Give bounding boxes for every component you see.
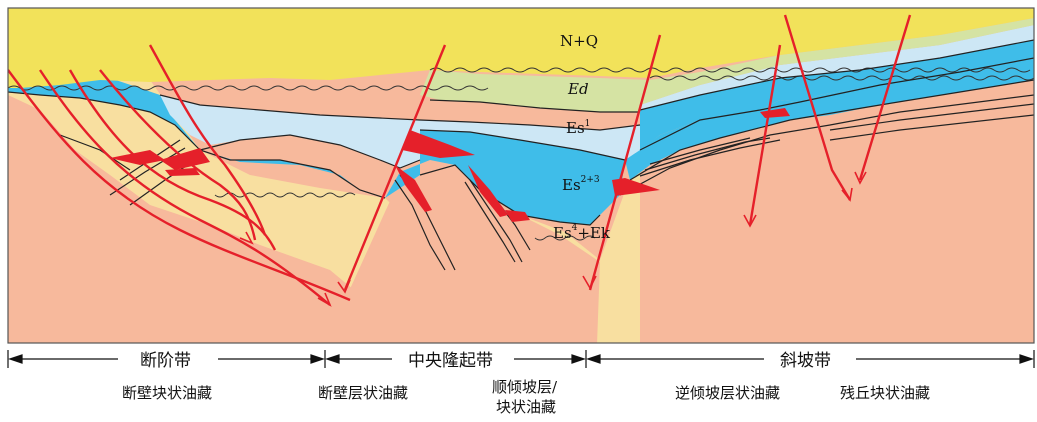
faults [8,14,912,306]
fault-9 [783,14,852,201]
es23-right [640,40,1034,150]
oil-reservoirs [110,108,790,222]
trap-label-2: 断壁层状油藏 [318,384,408,402]
fault-8 [748,44,782,226]
unconformity-right [649,75,1034,81]
unconformity-mid [429,67,1031,73]
trap-label-4: 逆倾坡层状油藏 [675,384,780,402]
fault-3 [68,69,277,251]
ed-right [640,18,1034,105]
fault-7 [588,34,662,291]
zone-fault-step: 断阶带 [140,351,191,371]
zone-central-uplift: 中央隆起带 [408,351,493,371]
zone-arrows [7,350,1035,368]
section-frame [7,7,1035,344]
unconformity-base-center [534,235,596,241]
label-nq: N+Q [560,32,598,50]
unconformity-base-left [214,192,356,198]
es23-right-lower [625,58,1034,180]
trap-label-3a: 顺倾坡层/ [492,378,558,396]
basement-lower-left [8,95,360,343]
fault-6 [343,44,447,291]
trap-label-5: 残丘块状油藏 [840,384,930,402]
fault-10 [858,14,912,181]
es1-right [640,25,1034,110]
nq-layer [8,8,1034,88]
unconformity-top [8,85,489,91]
zone-slope: 斜坡带 [780,351,831,371]
fault-4 [99,69,257,241]
fault-2 [39,69,331,306]
fault-arrows [239,171,867,307]
trap-label-3b: 块状油藏 [496,398,556,416]
es23-layer [8,70,625,225]
trap-label-1: 断壁块状油藏 [122,384,212,402]
label-ed: Ed [567,80,589,98]
es1-layer [160,95,640,168]
fault-1 [8,69,351,302]
label-es4-ek: Es4+Ek [553,223,611,242]
fault-5 [148,44,267,236]
label-es23: Es2+3 [562,175,600,194]
label-es1: Es1 [566,119,590,137]
